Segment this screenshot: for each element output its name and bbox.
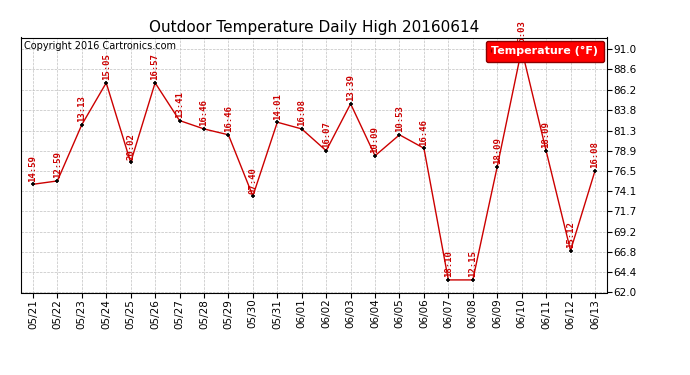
- Point: [589, 168, 600, 174]
- Text: 10:53: 10:53: [395, 105, 404, 132]
- Point: [174, 117, 185, 123]
- Point: [223, 132, 234, 138]
- Text: 16:07: 16:07: [322, 122, 331, 148]
- Point: [125, 159, 136, 165]
- Text: 18:09: 18:09: [493, 137, 502, 164]
- Text: 14:01: 14:01: [273, 93, 282, 120]
- Text: 16:57: 16:57: [150, 53, 159, 80]
- Point: [345, 101, 356, 107]
- Text: 16:46: 16:46: [420, 119, 428, 146]
- Point: [565, 248, 576, 254]
- Text: 12:15: 12:15: [469, 251, 477, 278]
- Point: [394, 132, 405, 138]
- Text: Copyright 2016 Cartronics.com: Copyright 2016 Cartronics.com: [23, 41, 176, 51]
- Point: [52, 178, 63, 184]
- Text: 07:40: 07:40: [248, 166, 257, 194]
- Title: Outdoor Temperature Daily High 20160614: Outdoor Temperature Daily High 20160614: [149, 20, 479, 35]
- Point: [77, 122, 88, 128]
- Point: [516, 46, 527, 52]
- Legend: Temperature (°F): Temperature (°F): [486, 41, 604, 62]
- Text: 13:41: 13:41: [175, 91, 184, 118]
- Point: [199, 126, 210, 132]
- Point: [28, 181, 39, 187]
- Text: 18:10: 18:10: [444, 251, 453, 278]
- Text: 16:08: 16:08: [297, 99, 306, 126]
- Point: [272, 119, 283, 125]
- Text: 15:12: 15:12: [566, 221, 575, 248]
- Point: [467, 277, 478, 283]
- Text: 16:46: 16:46: [224, 105, 233, 132]
- Text: 12:59: 12:59: [53, 152, 62, 178]
- Point: [296, 126, 307, 132]
- Point: [443, 277, 454, 283]
- Text: 20:02: 20:02: [126, 133, 135, 160]
- Point: [321, 148, 332, 154]
- Point: [540, 148, 551, 154]
- Text: 13:13: 13:13: [77, 95, 86, 122]
- Point: [101, 80, 112, 86]
- Text: 14:59: 14:59: [28, 155, 37, 182]
- Point: [418, 145, 429, 151]
- Text: 16:46: 16:46: [199, 99, 208, 126]
- Text: 16:08: 16:08: [591, 141, 600, 168]
- Text: 15:05: 15:05: [101, 53, 110, 80]
- Text: 16:03: 16:03: [518, 20, 526, 47]
- Point: [150, 80, 161, 86]
- Point: [370, 153, 381, 159]
- Point: [492, 164, 503, 170]
- Text: 10:09: 10:09: [371, 126, 380, 153]
- Point: [247, 193, 258, 199]
- Text: 18:09: 18:09: [542, 122, 551, 148]
- Text: 13:39: 13:39: [346, 74, 355, 101]
